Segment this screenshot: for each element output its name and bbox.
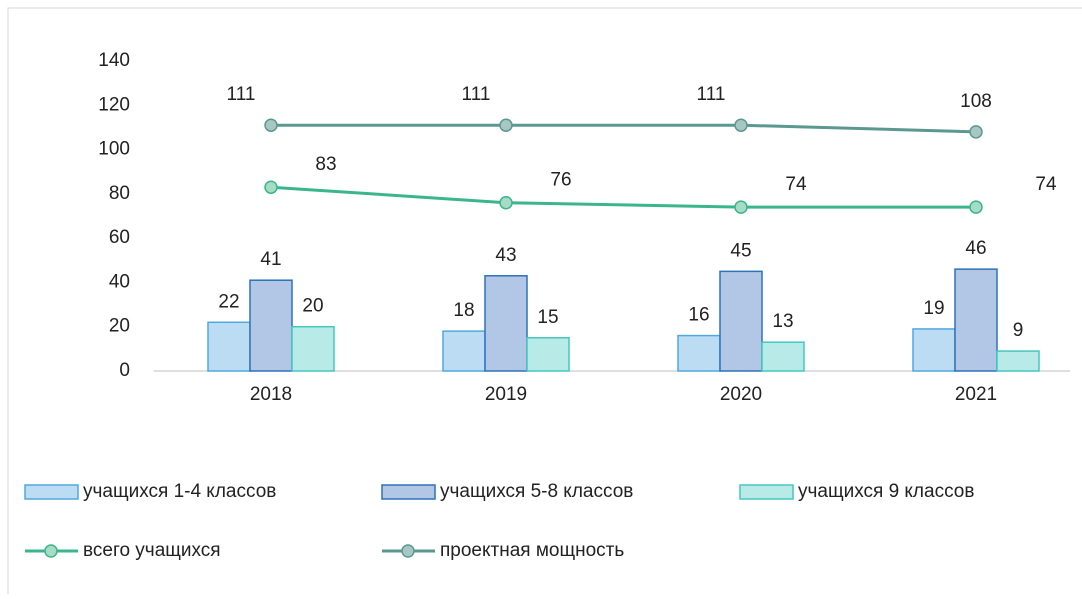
y-tick-label: 60 <box>109 227 130 248</box>
y-tick-label: 20 <box>109 316 130 337</box>
bar <box>484 275 528 372</box>
x-tick-label: 2020 <box>720 384 762 405</box>
data-label: 19 <box>923 298 944 319</box>
data-label: 41 <box>260 249 281 270</box>
x-tick-label: 2019 <box>485 384 527 405</box>
bar <box>761 341 805 372</box>
legend-marker <box>401 544 415 558</box>
line-marker <box>734 118 748 132</box>
line <box>271 123 977 134</box>
line-marker <box>969 200 983 214</box>
bar <box>291 325 335 372</box>
bar <box>526 337 570 372</box>
y-tick-label: 40 <box>109 271 130 292</box>
legend-label: всего учащихся <box>83 540 221 561</box>
x-tick-label: 2018 <box>250 384 292 405</box>
line-marker <box>264 118 278 132</box>
legend-label: учащихся 1-4 классов <box>83 481 276 502</box>
line-marker <box>499 118 513 132</box>
data-label: 13 <box>772 311 793 332</box>
data-label: 20 <box>302 296 323 317</box>
y-tick-label: 0 <box>119 360 130 381</box>
chart-frame <box>7 7 1082 599</box>
line-marker <box>499 195 513 210</box>
data-label: 22 <box>218 291 239 312</box>
legend-swatch <box>381 484 436 500</box>
line <box>270 185 976 209</box>
data-label: 83 <box>315 154 336 175</box>
y-tick-label: 120 <box>98 94 130 115</box>
y-tick-label: 100 <box>98 139 130 160</box>
bar <box>207 321 251 372</box>
legend-label: учащихся 5-8 классов <box>440 481 633 502</box>
data-label: 46 <box>965 238 986 259</box>
data-label: 43 <box>495 245 516 266</box>
bar <box>249 279 293 372</box>
data-label: 111 <box>462 84 491 105</box>
bar <box>954 268 998 372</box>
data-label: 45 <box>730 240 751 261</box>
bar <box>442 330 486 372</box>
legend-swatch <box>24 484 79 500</box>
data-label: 111 <box>697 84 726 105</box>
data-label: 18 <box>453 300 474 321</box>
line-marker <box>264 180 278 194</box>
data-label: 74 <box>785 174 807 195</box>
legend-label: учащихся 9 классов <box>798 481 974 502</box>
bar <box>719 270 763 372</box>
x-tick-label: 2021 <box>955 384 997 405</box>
data-label: 9 <box>1013 320 1024 341</box>
data-label: 15 <box>537 307 558 328</box>
y-tick-label: 140 <box>98 50 130 71</box>
bar <box>912 328 956 372</box>
data-label: 74 <box>1035 174 1057 195</box>
y-tick-label: 80 <box>109 183 130 204</box>
legend-marker <box>44 544 58 558</box>
data-label: 16 <box>688 305 709 326</box>
bar <box>996 350 1040 372</box>
line-marker <box>734 200 748 214</box>
data-label: 76 <box>550 170 571 191</box>
line-marker <box>969 125 983 139</box>
data-label: 108 <box>960 91 992 112</box>
legend-label: проектная мощность <box>440 540 624 561</box>
data-label: 111 <box>227 84 256 105</box>
bar <box>677 334 721 372</box>
legend-swatch <box>739 484 794 500</box>
